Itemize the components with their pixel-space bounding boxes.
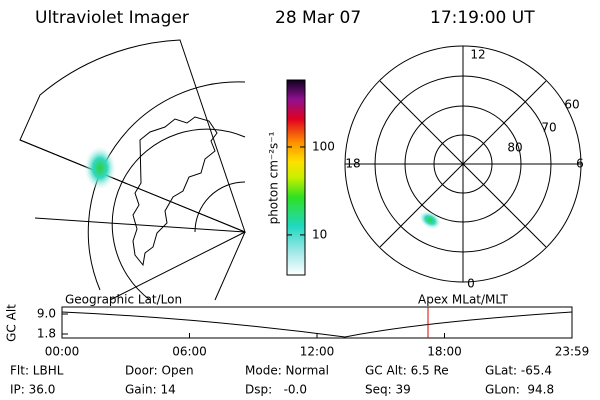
lat-label: 70 [541,121,556,135]
geo-map: Geographic Lat/Lon [19,39,246,307]
status-field: Mode: Normal [245,364,329,378]
mlt-label: 0 [467,277,475,291]
status-field: Dsp: -0.0 [245,383,307,397]
colorbar-tick-label: 10 [312,227,327,241]
date: 28 Mar 07 [275,8,361,28]
status-field: Gain: 14 [125,383,176,397]
status-field: Door: Open [125,364,194,378]
status-field: Flt: LBHL [10,364,64,378]
x-tick-label: 18:00 [427,345,462,359]
timeline-y-label: GC Alt [5,304,19,342]
status-field: GLon: 94.8 [485,383,554,397]
colorbar: photon cm⁻²s⁻¹ [267,79,306,276]
status-field: IP: 36.0 [10,383,55,397]
mlt-label: 6 [576,157,584,171]
colorbar-tick-label: 100 [312,139,335,153]
y-tick-label: 1.8 [37,327,56,341]
x-tick-label: 06:00 [172,345,207,359]
lat-label: 60 [564,98,579,112]
status-field: GLat: -65.4 [485,364,552,378]
x-tick-label: 00:00 [45,345,80,359]
x-tick-label: 23:59 [555,345,590,359]
left-label: Geographic Lat/Lon [65,293,182,307]
colorbar-label: photon cm⁻²s⁻¹ [267,131,281,224]
y-tick-label: 9.0 [37,307,56,321]
lat-label: 80 [507,141,522,155]
polar-plot: 12 18 6 0 60 70 80 Apex MLat/MLT [344,45,584,307]
status-field: GC Alt: 6.5 Re [365,364,449,378]
status-field: Seq: 39 [365,383,411,397]
x-tick-label: 12:00 [300,345,335,359]
mlt-label: 18 [345,157,360,171]
right-label: Apex MLat/MLT [418,293,508,307]
mlt-label: 12 [470,48,485,62]
time: 17:19:00 UT [430,8,535,28]
title: Ultraviolet Imager [35,8,189,28]
timeline: GC Alt [5,304,573,342]
